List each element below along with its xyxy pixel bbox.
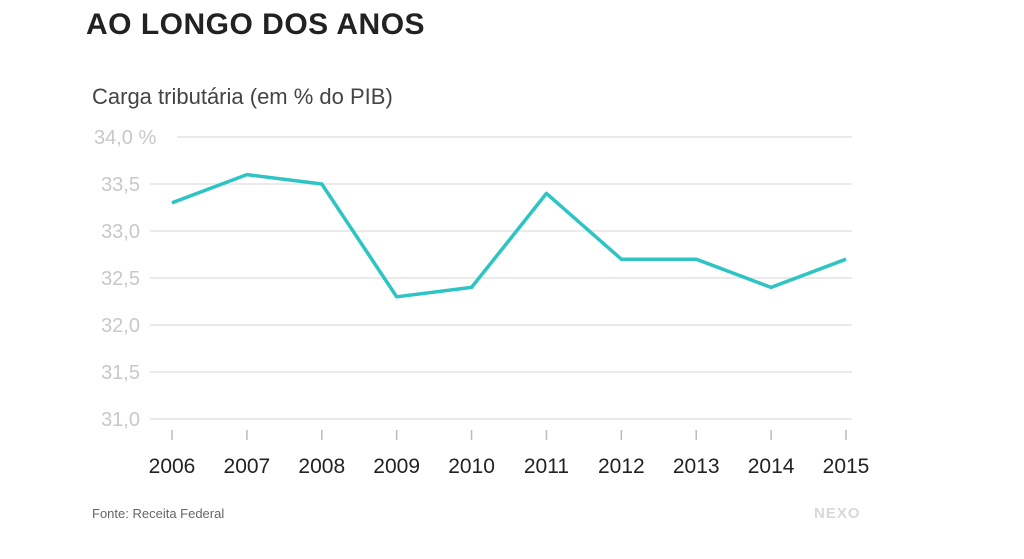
x-tick-label: 2008 [298, 455, 345, 478]
x-tick-label: 2010 [448, 455, 495, 478]
y-tick-label: 32,0 [101, 315, 140, 337]
y-tick-label: 33,5 [101, 174, 140, 196]
y-tick-label: 31,5 [101, 362, 140, 384]
series-line [171, 172, 847, 299]
x-tick-label: 2007 [224, 455, 271, 478]
x-tick-label: 2011 [524, 455, 569, 478]
y-tick-label: 31,0 [101, 409, 140, 431]
x-tick-label: 2012 [598, 455, 645, 478]
source-note: Fonte: Receita Federal [92, 506, 225, 521]
nexo-logo: NEXO [814, 505, 861, 522]
y-axis-label: Carga tributária (em % do PIB) [92, 84, 393, 109]
y-tick-label: 32,5 [101, 268, 140, 290]
x-tick-label: 2014 [748, 455, 795, 478]
y-tick-label: 33,0 [101, 221, 140, 243]
chart-title: AO LONGO DOS ANOS [86, 8, 426, 41]
y-tick-label: 34,0 % [94, 127, 156, 149]
x-tick-label: 2013 [673, 455, 720, 478]
x-tick-label: 2015 [823, 455, 870, 478]
x-tick-label: 2006 [149, 455, 196, 478]
x-tick-label: 2009 [373, 455, 420, 478]
